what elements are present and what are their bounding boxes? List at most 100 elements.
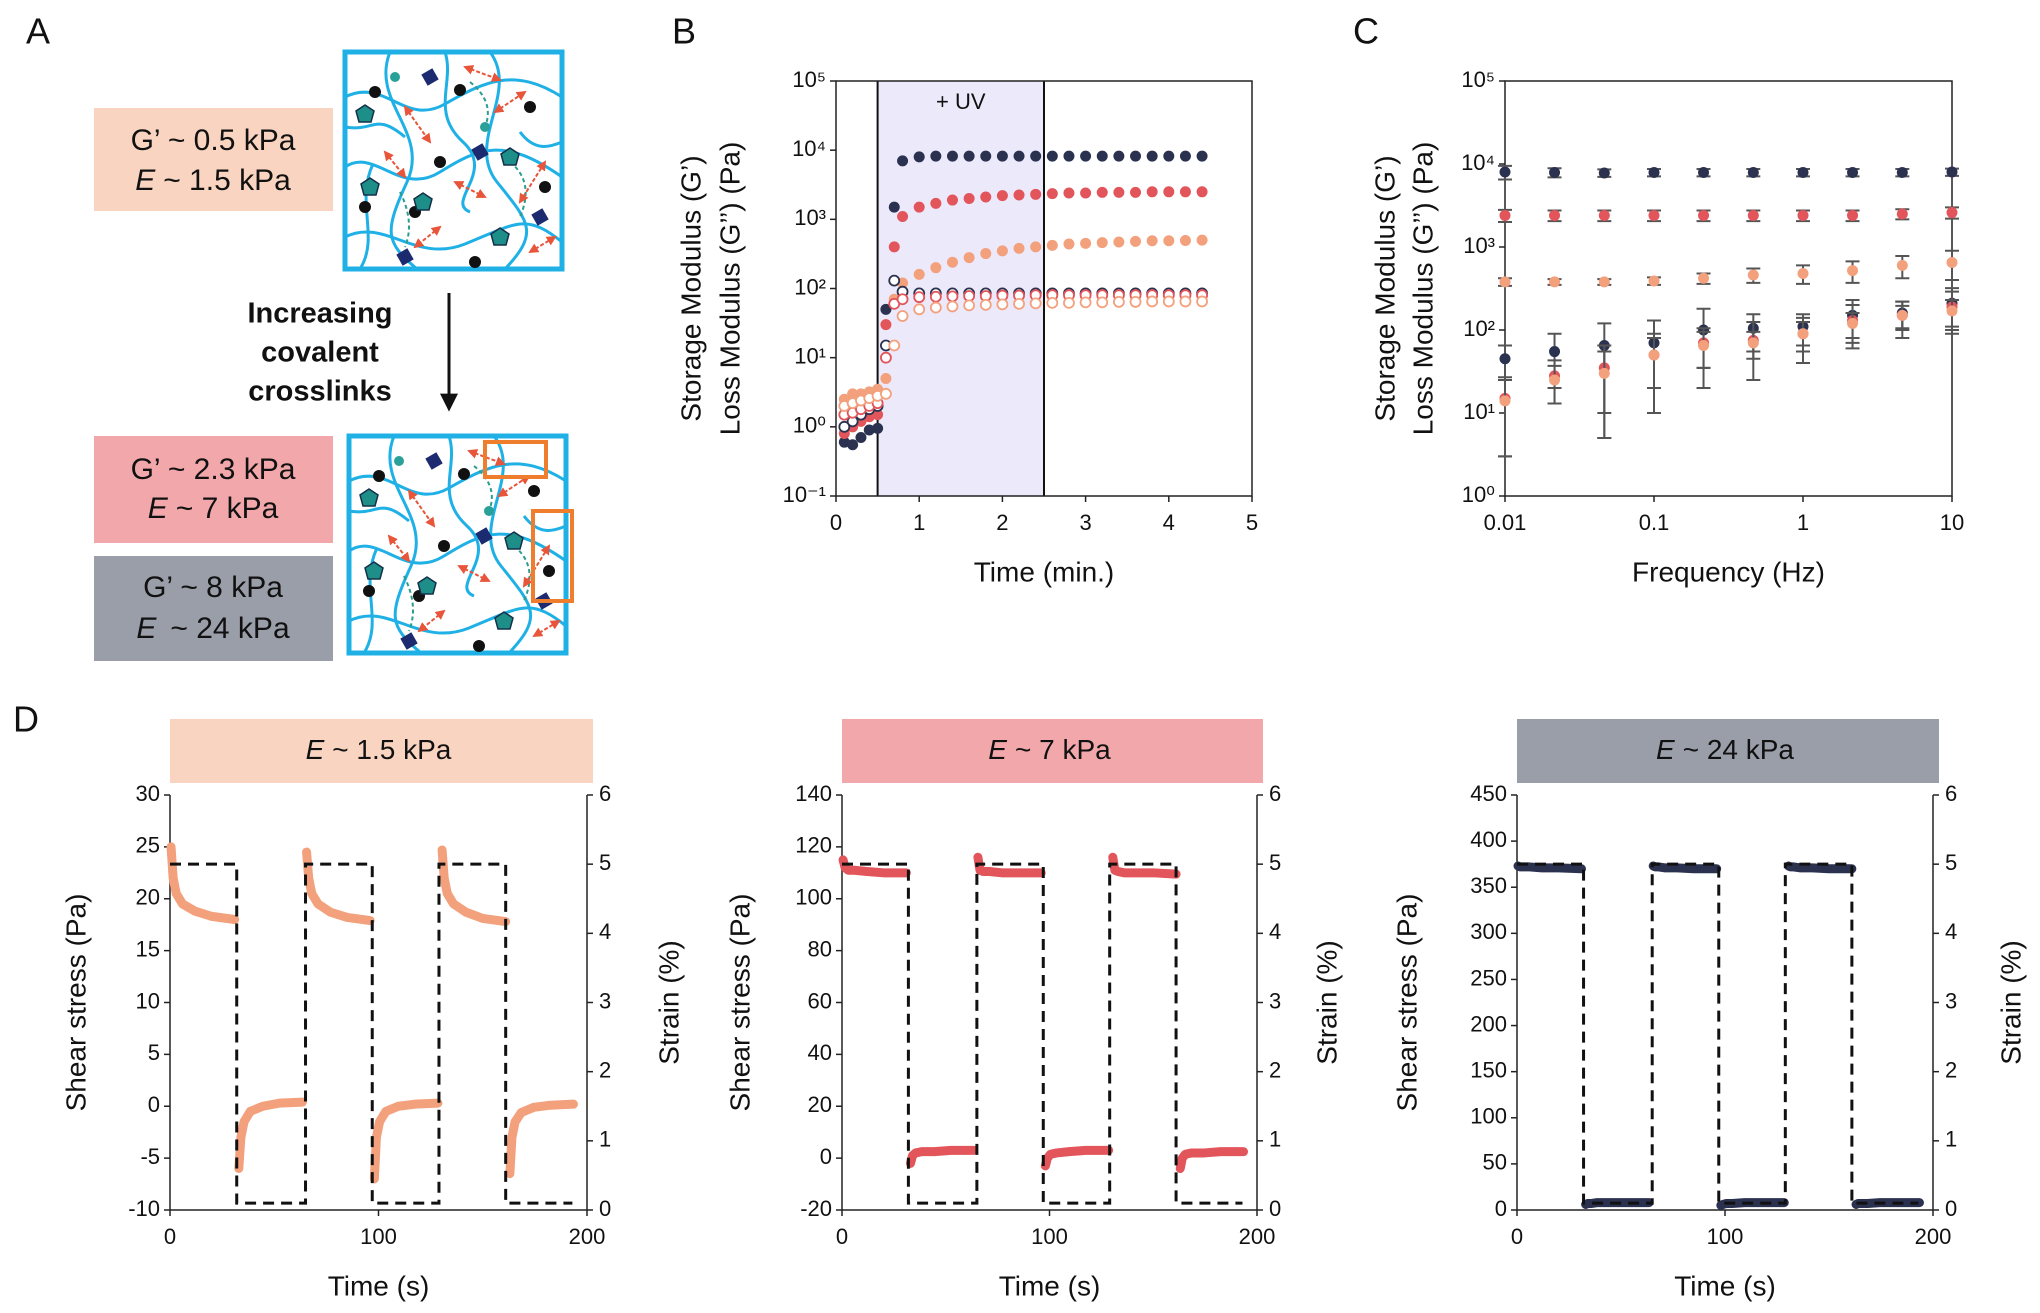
data-point <box>1179 295 1192 308</box>
y-tick-label: 80 <box>808 936 832 961</box>
y-tick-label: 450 <box>1470 781 1507 806</box>
y-tick-label: 30 <box>136 781 160 806</box>
annotation: + UV <box>936 89 986 114</box>
data-point <box>1698 209 1710 221</box>
data-point <box>896 310 909 322</box>
x-axis-label: Time (min.) <box>974 556 1115 587</box>
data-point <box>1747 209 1759 221</box>
young-modulus: ~ 1.5 kPa <box>163 164 291 197</box>
data-point <box>996 190 1008 202</box>
y-tick-label: 400 <box>1470 827 1507 852</box>
data-point <box>1797 166 1809 178</box>
data-point <box>1598 367 1610 379</box>
data-point <box>1598 209 1610 221</box>
data-point <box>1549 346 1561 358</box>
y2-tick-label: 4 <box>1269 919 1281 944</box>
strain-line <box>842 862 1243 1205</box>
y-tick-label: 100 <box>795 885 832 910</box>
data-point <box>1030 188 1042 200</box>
data-point <box>896 293 909 306</box>
title-symbol: E <box>988 734 1007 765</box>
data-point <box>996 150 1008 162</box>
stiffness-box <box>94 556 333 661</box>
y-tick-label: 100 <box>1470 1104 1507 1129</box>
y2-axis-label: Strain (%) <box>653 940 684 1064</box>
chart-title: E ~ 7 kPa <box>988 734 1111 765</box>
data-point <box>1063 238 1075 250</box>
data-point <box>1046 150 1058 162</box>
data-point <box>1896 208 1908 220</box>
y-tick-label: 50 <box>1483 1150 1507 1175</box>
y-axis-label: Loss Modulus (G’’) (Pa) <box>714 142 745 436</box>
data-point <box>897 210 909 222</box>
title-text: ~ 1.5 kPa <box>332 734 452 765</box>
modulus-text: E ~ 7 kPa <box>148 492 279 525</box>
y-axis-label: Storage Modulus (G’) <box>1369 155 1400 421</box>
data-point <box>1598 276 1610 288</box>
strain-line <box>170 862 573 1205</box>
data-point <box>888 241 900 253</box>
data-point <box>1146 295 1159 308</box>
data-point <box>1747 166 1759 178</box>
data-point <box>946 256 958 268</box>
y-tick-label: 25 <box>136 833 160 858</box>
arrow-label: crosslinks <box>248 376 391 408</box>
panel-label: D <box>13 699 39 740</box>
x-tick-label: 4 <box>1163 510 1175 535</box>
data-point <box>1163 150 1175 162</box>
x-axis-label: Time (s) <box>328 1270 430 1301</box>
data-point <box>1196 186 1208 198</box>
data-point <box>1747 269 1759 281</box>
title-symbol: E <box>306 734 325 765</box>
y-tick-label: 10³ <box>1463 233 1495 258</box>
y-tick-label: 300 <box>1470 919 1507 944</box>
y-tick-label: 0 <box>148 1092 160 1117</box>
data-point <box>1046 188 1058 200</box>
y-axis-label: Shear stress (Pa) <box>60 894 91 1112</box>
data-point <box>1063 150 1075 162</box>
highlight-box <box>531 509 574 603</box>
y-tick-label: 10⁻¹ <box>783 482 826 507</box>
data-point <box>946 150 958 162</box>
title-box <box>1517 719 1939 783</box>
y2-axis-label: Strain (%) <box>1311 940 1342 1064</box>
title-box <box>170 719 593 783</box>
data-point <box>1013 297 1025 310</box>
data-point <box>1046 296 1059 309</box>
data-point <box>1046 239 1058 251</box>
y2-tick-label: 1 <box>1269 1127 1281 1152</box>
y-tick-label: 10⁰ <box>1462 482 1495 507</box>
arrow-label: covalent <box>261 337 379 369</box>
x-tick-label: 100 <box>1031 1224 1068 1249</box>
data-point <box>963 252 975 264</box>
data-point <box>1598 167 1610 179</box>
data-point <box>1847 265 1859 277</box>
y-tick-label: 5 <box>148 1040 160 1065</box>
data-point <box>1080 187 1092 199</box>
y-tick-label: 10 <box>136 988 160 1013</box>
data-point <box>880 351 892 364</box>
y-tick-label: -5 <box>140 1144 160 1169</box>
y-axis-label: Shear stress (Pa) <box>1391 894 1422 1112</box>
shear-modulus: G’ ~ 2.3 kPa <box>131 453 296 486</box>
data-point <box>1946 166 1958 178</box>
data-point <box>1146 150 1158 162</box>
x-axis-label: Frequency (Hz) <box>1632 556 1825 587</box>
data-point <box>1030 241 1042 253</box>
strain-line <box>1517 862 1919 1205</box>
data-point <box>1129 296 1142 308</box>
y2-tick-label: 0 <box>1945 1196 1957 1221</box>
data-point <box>838 420 851 433</box>
y-tick-label: 20 <box>136 885 160 910</box>
title-symbol: E <box>1656 734 1675 765</box>
y-tick-label: 140 <box>795 781 832 806</box>
y-tick-label: 10⁴ <box>792 136 826 161</box>
y-tick-label: 10⁴ <box>1461 150 1495 175</box>
y2-tick-label: 5 <box>599 850 611 875</box>
x-axis-label: Time (s) <box>999 1270 1101 1301</box>
data-point <box>888 274 901 287</box>
x-tick-label: 100 <box>1707 1224 1744 1249</box>
chart-title: E ~ 24 kPa <box>1656 734 1794 765</box>
x-tick-label: 200 <box>569 1224 606 1249</box>
